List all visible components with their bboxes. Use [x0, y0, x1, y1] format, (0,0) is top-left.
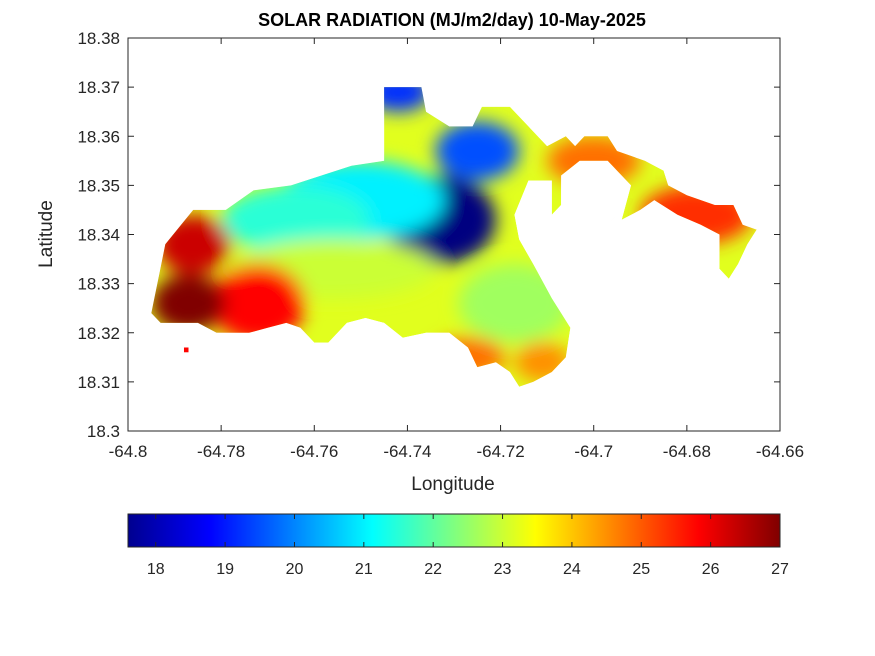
colorbar-tick-label: 27	[771, 561, 789, 578]
x-tick-label: -64.8	[109, 442, 148, 461]
islet	[183, 347, 189, 353]
y-tick-label: 18.36	[77, 127, 120, 146]
colorbar-tick-label: 18	[147, 561, 165, 578]
x-axis-ticks: -64.8 -64.78 -64.76 -64.74 -64.72 -64.7 -64.68…	[109, 38, 804, 461]
radiation-field	[151, 87, 757, 387]
colorbar	[127, 513, 781, 548]
chart-title: SOLAR RADIATION (MJ/m2/day) 10-May-2025	[258, 10, 646, 30]
x-tick-label: -64.66	[756, 442, 804, 461]
field-center	[211, 264, 305, 343]
y-tick-label: 18.33	[77, 275, 120, 294]
y-tick-label: 18.34	[77, 226, 120, 245]
x-tick-label: -64.74	[383, 442, 431, 461]
islet	[607, 214, 617, 225]
x-tick-label: -64.76	[290, 442, 338, 461]
colorbar-ticks: 18 19 20 21 22 23 24 25 26 27	[147, 514, 789, 578]
field-center	[435, 121, 520, 181]
x-tick-label: -64.72	[476, 442, 524, 461]
colorbar-tick-label: 25	[632, 561, 650, 578]
field-center	[221, 185, 371, 255]
y-axis-label: Latitude	[36, 200, 57, 268]
y-tick-label: 18.3	[87, 422, 120, 441]
y-tick-label: 18.35	[77, 176, 120, 195]
y-tick-label: 18.38	[77, 29, 120, 48]
colorbar-tick-label: 22	[424, 561, 442, 578]
y-tick-label: 18.37	[77, 78, 120, 97]
colorbar-tick-label: 21	[355, 561, 373, 578]
colorbar-tick-label: 19	[216, 561, 234, 578]
y-axis-ticks: 18.3 18.31 18.32 18.33 18.34 18.35 18.36 18.37 1…	[77, 29, 780, 441]
x-tick-label: -64.68	[663, 442, 711, 461]
colorbar-tick-label: 26	[702, 561, 720, 578]
field-center	[151, 273, 226, 333]
x-tick-label: -64.78	[197, 442, 245, 461]
field-center	[458, 264, 571, 343]
colorbar-tick-label: 23	[494, 561, 512, 578]
x-axis-label: Longitude	[411, 474, 494, 495]
y-tick-label: 18.32	[77, 324, 120, 343]
y-tick-label: 18.31	[77, 373, 120, 392]
colorbar-tick-label: 20	[286, 561, 304, 578]
x-tick-label: -64.7	[574, 442, 613, 461]
colorbar-tick-label: 24	[563, 561, 581, 578]
